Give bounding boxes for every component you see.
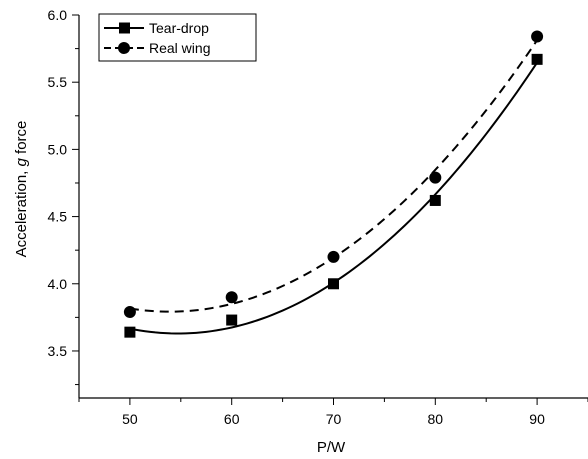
fit-curves bbox=[129, 39, 538, 335]
x-tick-labels: 50 60 70 80 90 bbox=[122, 411, 545, 427]
circle-marker bbox=[123, 305, 136, 318]
y-tick-label: 5.0 bbox=[48, 141, 68, 157]
square-marker bbox=[226, 314, 238, 326]
y-tick-label: 3.5 bbox=[48, 343, 68, 359]
series-line-0 bbox=[129, 61, 538, 335]
series-line-1 bbox=[129, 39, 538, 313]
x-tick-label: 90 bbox=[529, 411, 545, 427]
legend-label-1: Real wing bbox=[149, 40, 210, 56]
x-tick-label: 70 bbox=[326, 411, 342, 427]
legend-square-marker bbox=[119, 22, 130, 34]
circle-marker bbox=[531, 30, 544, 43]
square-marker bbox=[124, 326, 136, 338]
legend-label-0: Tear-drop bbox=[149, 20, 209, 36]
y-tick-label: 6.0 bbox=[48, 7, 68, 23]
x-tick-label: 50 bbox=[122, 411, 138, 427]
square-marker bbox=[328, 278, 339, 290]
y-tick-label: 4.5 bbox=[48, 209, 68, 225]
y-tick-label: 4.0 bbox=[48, 276, 68, 292]
circle-marker bbox=[429, 171, 442, 184]
y-tick-labels: 3.5 4.0 4.5 5.0 5.5 6.0 bbox=[48, 7, 68, 359]
square-marker bbox=[429, 194, 441, 206]
square-marker bbox=[531, 53, 543, 65]
x-axis-title: P/W bbox=[317, 439, 346, 456]
x-tick-label: 60 bbox=[224, 411, 240, 427]
legend-circle-marker bbox=[118, 42, 130, 54]
data-markers bbox=[123, 30, 544, 338]
axes bbox=[72, 14, 588, 405]
legend: Tear-drop Real wing bbox=[98, 13, 257, 62]
y-axis-title: Acceleration, g force bbox=[13, 121, 30, 258]
y-tick-label: 5.5 bbox=[48, 74, 68, 90]
x-tick-label: 80 bbox=[428, 411, 444, 427]
circle-marker bbox=[225, 291, 238, 304]
circle-marker bbox=[327, 250, 340, 263]
